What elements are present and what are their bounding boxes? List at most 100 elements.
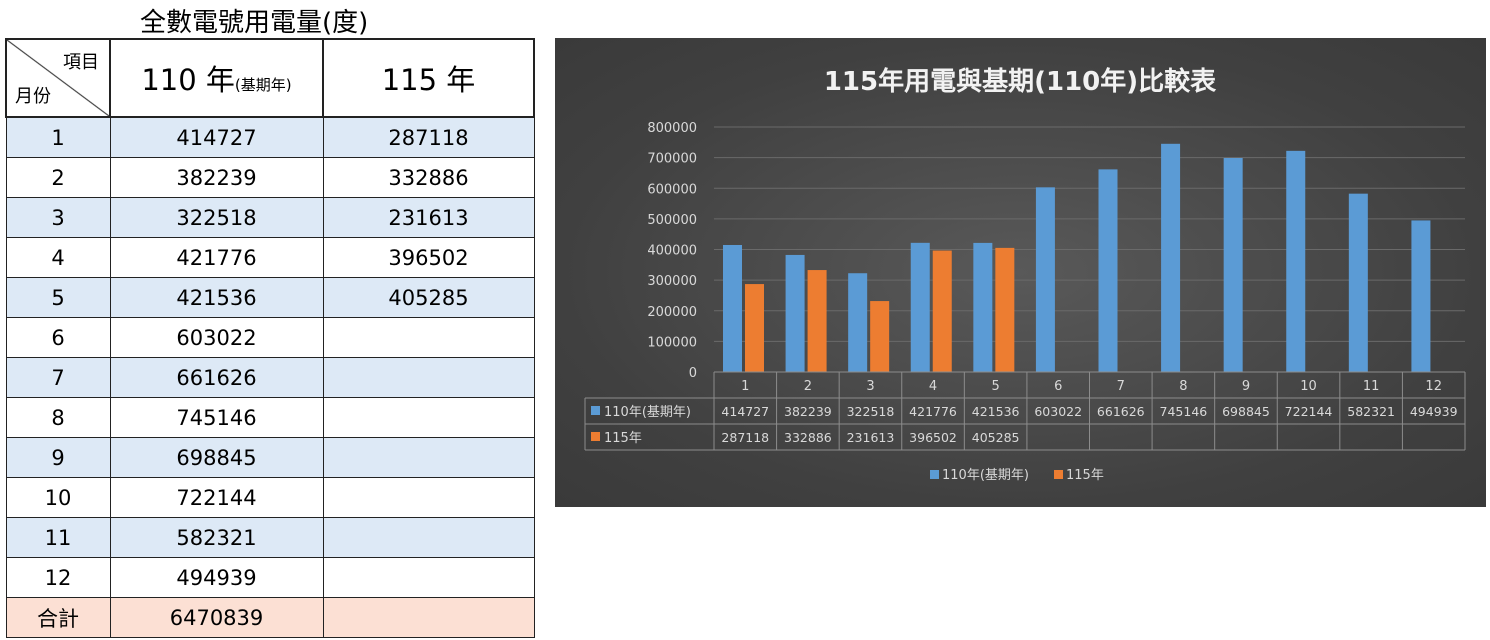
current-value-cell (322, 477, 535, 518)
bar-base (1223, 157, 1243, 372)
current-value-cell (322, 357, 535, 398)
table-row: 12 494939 (5, 557, 535, 598)
base-value-cell: 603022 (109, 317, 324, 358)
bar-base (910, 242, 930, 372)
month-cell: 12 (5, 557, 111, 598)
current-year-label: 115 年 (381, 63, 476, 97)
data-table-series-key (591, 406, 600, 415)
x-tick-label: 10 (1300, 379, 1317, 394)
y-tick-label: 200000 (647, 305, 697, 320)
x-tick-label: 8 (1179, 379, 1187, 394)
month-cell: 3 (5, 197, 111, 238)
bar-current (995, 247, 1015, 372)
x-tick-label: 11 (1363, 379, 1380, 394)
comparison-chart: 115年用電與基期(110年)比較表 0 100000 200000 300000 400… (555, 38, 1486, 507)
y-tick-label: 600000 (647, 182, 697, 197)
total-label-cell: 合計 (5, 597, 111, 638)
usage-table: 項目 月份 110 年(基期年) 115 年 1 414727 287118 2 382… (5, 38, 535, 638)
y-tick-label: 500000 (647, 213, 697, 228)
total-row: 合計 6470839 (5, 597, 535, 638)
bar-current (932, 250, 952, 372)
total-base-cell: 6470839 (109, 597, 324, 638)
bar-current (870, 301, 890, 372)
month-cell: 8 (5, 397, 111, 438)
current-value-cell (322, 517, 535, 558)
data-table-value: 661626 (1097, 404, 1145, 419)
bar-current (807, 270, 827, 372)
base-value-cell: 421536 (109, 277, 324, 318)
y-tick-label: 700000 (647, 152, 697, 167)
data-table-value: 745146 (1160, 404, 1208, 419)
item-label: 項目 (63, 52, 99, 73)
x-tick-label: 7 (1117, 379, 1125, 394)
month-cell: 10 (5, 477, 111, 518)
table-row: 9 698845 (5, 437, 535, 478)
y-tick-label: 300000 (647, 274, 697, 289)
data-table-value: 332886 (784, 430, 832, 445)
data-table-series-name: 115年 (604, 431, 642, 446)
data-table-series-key (591, 432, 600, 441)
y-tick-label: 400000 (647, 244, 697, 259)
data-table-value: 287118 (721, 430, 769, 445)
table-title: 全數電號用電量(度) (140, 8, 369, 38)
current-value-cell: 405285 (322, 277, 535, 318)
month-cell: 4 (5, 237, 111, 278)
chart-title: 115年用電與基期(110年)比較表 (824, 66, 1217, 97)
data-table-value: 421536 (972, 404, 1020, 419)
y-tick-label: 800000 (647, 121, 697, 136)
current-value-cell (322, 397, 535, 438)
current-value-cell: 332886 (322, 157, 535, 198)
data-table-value: 405285 (972, 430, 1020, 445)
x-tick-label: 3 (866, 379, 874, 394)
base-value-cell: 421776 (109, 237, 324, 278)
bar-base (785, 254, 805, 372)
month-cell: 7 (5, 357, 111, 398)
data-table-value: 494939 (1410, 404, 1458, 419)
chart-svg: 115年用電與基期(110年)比較表 0 100000 200000 300000 400… (584, 66, 1466, 483)
base-year-header: 110 年(基期年) (109, 38, 324, 118)
data-table-value: 382239 (784, 404, 832, 419)
base-value-cell: 745146 (109, 397, 324, 438)
base-value-cell: 661626 (109, 357, 324, 398)
base-value-cell: 698845 (109, 437, 324, 478)
y-tick-label: 100000 (647, 335, 697, 350)
table-row: 5 421536 405285 (5, 277, 535, 318)
y-tick-label: 0 (689, 366, 697, 381)
base-value-cell: 414727 (109, 116, 324, 158)
month-cell: 1 (5, 116, 111, 158)
bar-base (1286, 150, 1306, 372)
table-header-row: 項目 月份 110 年(基期年) 115 年 (5, 38, 535, 118)
x-tick-label: 2 (804, 379, 812, 394)
data-table-value: 698845 (1222, 404, 1270, 419)
current-year-header: 115 年 (322, 38, 535, 118)
data-table-value: 231613 (847, 430, 895, 445)
table-row: 1 414727 287118 (5, 116, 535, 158)
base-year-main: 110 年 (141, 63, 235, 97)
month-cell: 2 (5, 157, 111, 198)
month-cell: 9 (5, 437, 111, 478)
base-value-cell: 494939 (109, 557, 324, 598)
data-table-value: 582321 (1347, 404, 1395, 419)
base-value-cell: 322518 (109, 197, 324, 238)
table-row: 11 582321 (5, 517, 535, 558)
current-value-cell (322, 317, 535, 358)
current-value-cell (322, 557, 535, 598)
current-value-cell: 396502 (322, 237, 535, 278)
legend-label: 110年(基期年) (942, 468, 1029, 483)
current-value-cell: 231613 (322, 197, 535, 238)
base-value-cell: 722144 (109, 477, 324, 518)
base-year-sub: (基期年) (234, 76, 292, 94)
base-value-cell: 382239 (109, 157, 324, 198)
data-table-value: 396502 (909, 430, 957, 445)
bar-base (973, 242, 993, 372)
data-table-value: 421776 (909, 404, 957, 419)
legend-label: 115年 (1066, 468, 1104, 483)
table-row: 4 421776 396502 (5, 237, 535, 278)
table-row: 10 722144 (5, 477, 535, 518)
x-tick-label: 6 (1054, 379, 1062, 394)
data-table-series-name: 110年(基期年) (604, 405, 691, 420)
data-table-value: 414727 (721, 404, 769, 419)
table-row: 8 745146 (5, 397, 535, 438)
data-table-value: 603022 (1034, 404, 1082, 419)
table-row: 7 661626 (5, 357, 535, 398)
